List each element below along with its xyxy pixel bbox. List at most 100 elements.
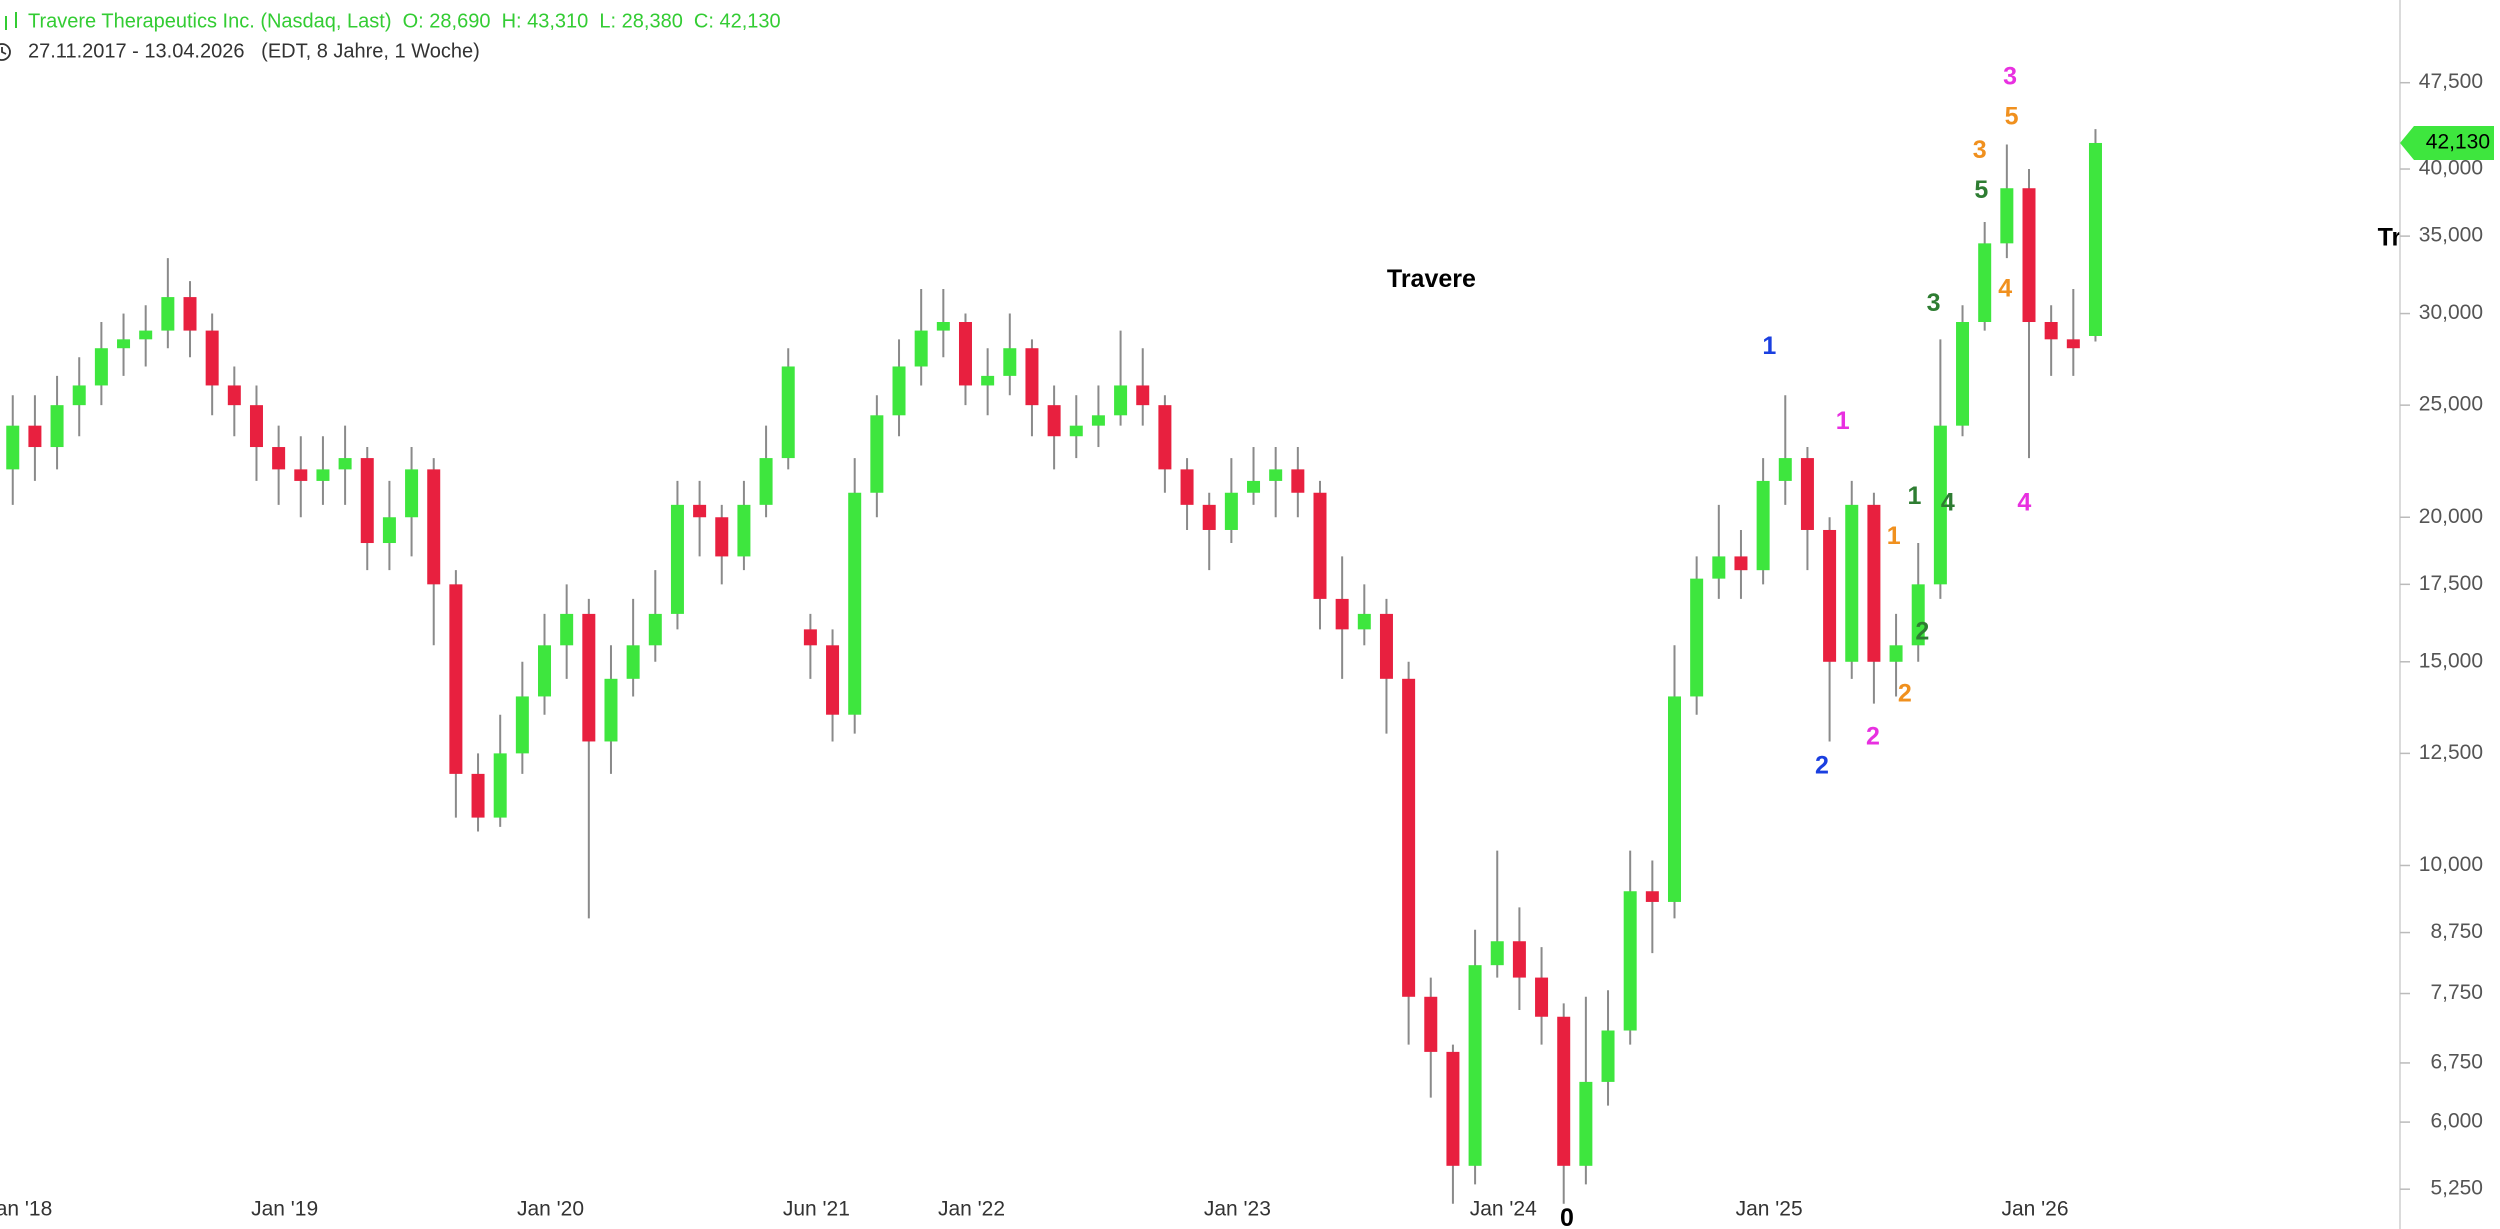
candle-body (803, 629, 817, 646)
candle-body (382, 517, 396, 544)
y-tick-label: 6,750 (2430, 1050, 2483, 1073)
annotation: 3 (1973, 136, 1987, 164)
candle-body (560, 613, 574, 646)
candle-body (1800, 458, 1814, 530)
candle-body (2088, 142, 2102, 336)
candle-body (515, 696, 529, 754)
y-tick-label: 47,500 (2419, 70, 2483, 93)
clock-icon (0, 43, 11, 61)
price-axis: 5,250 6,000 6,750 7,750 8,750 10,000 12,500 15,… (2400, 70, 2494, 1200)
candle-body (1379, 613, 1393, 679)
candle-body (161, 297, 175, 331)
candle-body (648, 613, 662, 646)
candle-body (1867, 504, 1881, 662)
candle-body (2022, 188, 2036, 323)
candle-body (538, 645, 552, 697)
y-tick-label: 12,500 (2419, 741, 2483, 764)
candle-body (1667, 696, 1681, 902)
x-tick-label: Jan '20 (517, 1198, 584, 1221)
plot-area: Jan '18 Jan '19 Jan '20 Jun '21 Jan '22 Jan '… (0, 63, 2400, 1229)
annotation: 3 (1927, 289, 1941, 317)
candle-body (826, 645, 840, 715)
y-tick-label: 35,000 (2419, 224, 2483, 247)
candle-body (1291, 469, 1305, 493)
candle-body (1202, 504, 1216, 530)
last-price-label: 42,130 (2426, 131, 2490, 154)
last-price-tag (2400, 125, 2494, 160)
candle-body (72, 385, 86, 406)
annotation: Travere (1387, 265, 1476, 293)
candle-body (981, 375, 995, 386)
candle-body (626, 645, 640, 679)
candle-body (1091, 415, 1105, 426)
y-tick-label: 8,750 (2430, 920, 2483, 943)
candle-body (1933, 425, 1947, 585)
candle-body (1446, 1051, 1460, 1166)
candle-body (693, 504, 707, 518)
candle-body (227, 385, 241, 406)
annotation: 1 (1836, 407, 1850, 435)
annotation: 1 (1762, 332, 1776, 360)
annotation: 1 (1887, 522, 1901, 550)
x-tick-label: Jun '21 (783, 1198, 850, 1221)
candle-body (427, 469, 441, 585)
candle-body (1579, 1081, 1593, 1166)
annotation: 2 (1915, 617, 1929, 645)
annotation: 2 (1866, 723, 1880, 751)
candle-body (1756, 480, 1770, 571)
y-tick-label: 10,000 (2419, 853, 2483, 876)
x-tick-label: Jan '26 (2001, 1198, 2068, 1221)
candle-body (1468, 965, 1482, 1166)
candle-body (1778, 458, 1792, 481)
candle-body (1069, 425, 1083, 437)
candle-body (737, 504, 751, 557)
candle-body (1645, 891, 1659, 902)
y-tick-label: 40,000 (2419, 157, 2483, 180)
y-tick-label: 5,250 (2430, 1177, 2483, 1200)
candle-body (183, 297, 197, 331)
chart-title: Travere Therapeutics Inc. (Nasdaq, Last)… (28, 10, 781, 32)
header: Travere Therapeutics Inc. (Nasdaq, Last)… (0, 10, 781, 62)
y-tick-label: 7,750 (2430, 981, 2483, 1004)
candle-body (1490, 941, 1504, 966)
candle-body (1911, 584, 1925, 646)
annotation: 5 (2005, 103, 2019, 131)
candle-body (1335, 598, 1349, 630)
candle-body (1845, 504, 1859, 662)
candle-body (1424, 996, 1438, 1052)
candle-body (870, 415, 884, 493)
annotation: 2 (1815, 751, 1829, 779)
candle-body (249, 405, 263, 448)
candle-body (1978, 243, 1992, 323)
candle-body (1247, 480, 1261, 493)
annotation: 4 (1941, 488, 1955, 516)
annotation: 4 (2017, 488, 2031, 516)
candle-body (1357, 613, 1371, 630)
candle-body (6, 425, 20, 470)
y-tick-label: 6,000 (2430, 1110, 2483, 1133)
candle-body (1003, 348, 1017, 376)
candle-body (294, 469, 308, 481)
candle-body (28, 425, 42, 448)
candle-body (1402, 678, 1416, 997)
x-tick-label: Jan '24 (1470, 1198, 1537, 1221)
candle-body (338, 458, 352, 470)
annotation: 3 (2003, 63, 2017, 91)
candle-body (405, 469, 419, 518)
candle-body (1956, 322, 1970, 426)
candle-body (1269, 469, 1283, 481)
y-tick-label: 30,000 (2419, 301, 2483, 324)
candle-body (1823, 529, 1837, 662)
candle-body (1601, 1030, 1615, 1082)
y-tick-label: 25,000 (2419, 393, 2483, 416)
candle-body (1158, 405, 1172, 470)
candle-body (604, 678, 618, 742)
candle-body (958, 322, 972, 386)
candle-body (1114, 385, 1128, 416)
x-tick-label: Jan '22 (938, 1198, 1005, 1221)
candle-body (94, 348, 108, 386)
candle-body (2044, 322, 2058, 340)
candle-body (759, 458, 773, 505)
